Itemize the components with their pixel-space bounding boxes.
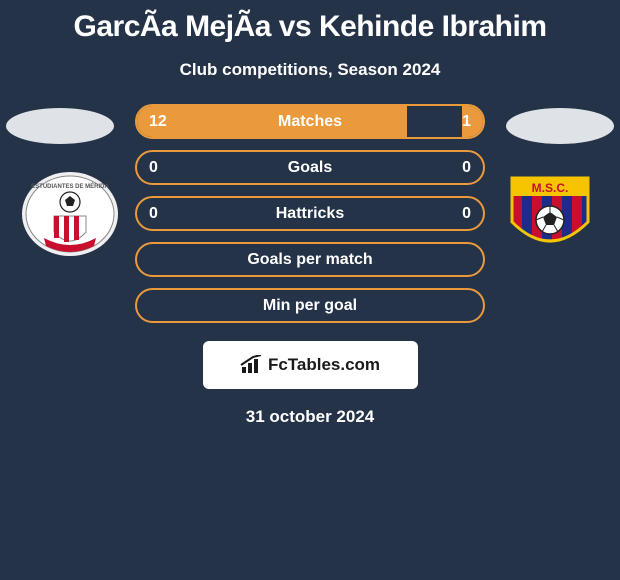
stat-label: Goals [288, 159, 332, 177]
page-title: GarcÃ­a MejÃ­a vs Kehinde Ibrahim [0, 0, 620, 44]
stat-label: Hattricks [276, 205, 344, 223]
brand-box[interactable]: FcTables.com [203, 341, 418, 389]
footer-date: 31 october 2024 [0, 407, 620, 427]
stat-value-right: 0 [462, 159, 471, 177]
stat-row-mpg: Min per goal [135, 288, 485, 323]
stat-value-left: 0 [149, 159, 158, 177]
stat-value-right: 0 [462, 205, 471, 223]
stat-value-left: 0 [149, 205, 158, 223]
stat-row-goals: 0 Goals 0 [135, 150, 485, 185]
svg-text:ESTUDIANTES DE MÉRIDA: ESTUDIANTES DE MÉRIDA [31, 182, 109, 190]
stat-value-right: 1 [462, 113, 471, 131]
stat-row-matches: 12 Matches 1 [135, 104, 485, 139]
brand-text: FcTables.com [268, 355, 380, 375]
stat-label: Goals per match [247, 251, 372, 269]
chart-icon [240, 355, 264, 375]
club-badge-left: ESTUDIANTES DE MÉRIDA [20, 172, 120, 256]
svg-text:M.S.C.: M.S.C. [532, 181, 569, 195]
stat-label: Min per goal [263, 297, 357, 315]
stat-label: Matches [278, 113, 342, 131]
player-photo-left [6, 108, 114, 144]
stat-row-hattricks: 0 Hattricks 0 [135, 196, 485, 231]
stats-rows: 12 Matches 1 0 Goals 0 0 Hattricks 0 Goa… [135, 104, 485, 323]
page-subtitle: Club competitions, Season 2024 [0, 60, 620, 80]
stat-value-left: 12 [149, 113, 167, 131]
stat-fill-left [137, 106, 407, 137]
comparison-panel: ESTUDIANTES DE MÉRIDA [0, 104, 620, 427]
stat-row-gpm: Goals per match [135, 242, 485, 277]
club-badge-right: M.S.C. [500, 172, 600, 256]
player-photo-right [506, 108, 614, 144]
